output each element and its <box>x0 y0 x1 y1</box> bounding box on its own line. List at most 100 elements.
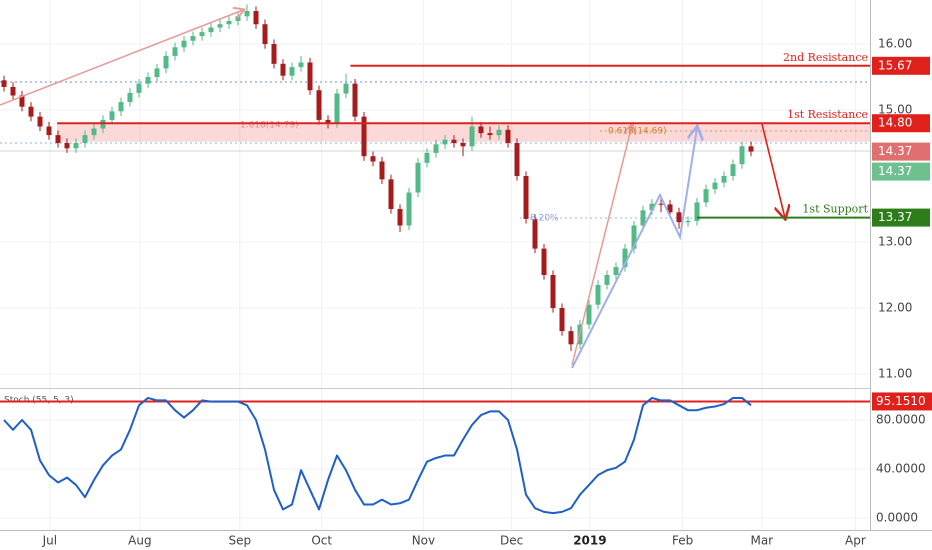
candle-body <box>397 209 403 226</box>
x-tick-label: Dec <box>500 534 523 548</box>
candle-body <box>685 220 691 223</box>
price-tag <box>872 114 930 133</box>
candle-body <box>262 24 268 45</box>
candle-body <box>622 248 628 268</box>
candle-body <box>289 67 295 76</box>
candle-body <box>658 203 664 205</box>
candle-body <box>523 176 529 219</box>
candle-body <box>379 161 385 180</box>
candle-body <box>712 182 718 190</box>
candles <box>1 4 754 351</box>
candle-body <box>469 126 475 147</box>
candle-body <box>478 126 484 134</box>
candle-body <box>433 144 439 153</box>
grid <box>0 0 870 530</box>
candle-body <box>1 80 7 87</box>
levels: 2nd Resistance 1st Resistance 1st Support <box>57 51 870 219</box>
candle-body <box>73 143 79 149</box>
y2-tick-label: 80.0000 <box>876 413 926 427</box>
candle-body <box>163 55 169 69</box>
candle-body <box>46 126 52 136</box>
fib-label: 1.618(14.79) <box>240 121 299 131</box>
candle-body <box>235 16 241 21</box>
x-tick-label: Sep <box>228 534 251 548</box>
candle-body <box>181 40 187 48</box>
candle-body <box>343 83 349 94</box>
candle-body <box>55 135 61 144</box>
level-label: 2nd Resistance <box>783 51 868 64</box>
candle-body <box>667 204 673 213</box>
candle-body <box>604 275 610 285</box>
y-tick-label: 12.00 <box>878 301 912 315</box>
candle-body <box>253 11 259 25</box>
candle-body <box>19 95 25 107</box>
price-tag-label: 14.37 <box>878 144 912 158</box>
candle-body <box>739 146 745 165</box>
resistance-zone <box>57 123 871 142</box>
candle-body <box>424 152 430 163</box>
y-tick-label: 15.00 <box>878 103 912 117</box>
price-tag <box>872 56 930 75</box>
y2-tick-label: 40.0000 <box>876 462 926 476</box>
candle-body <box>244 11 250 17</box>
candle-body <box>10 86 16 96</box>
candle-body <box>586 304 592 325</box>
candle-body <box>649 203 655 211</box>
price-axis-bg <box>870 0 932 550</box>
x-tick-label: Nov <box>412 534 435 548</box>
candle-body <box>172 47 178 56</box>
candle-body <box>118 102 124 112</box>
candle-body <box>226 20 232 25</box>
candle-body <box>496 129 502 136</box>
candle-body <box>82 135 88 144</box>
price-tag-label: 13.37 <box>878 210 912 224</box>
candle-body <box>703 189 709 203</box>
candle-body <box>568 331 574 345</box>
fib-label: 8.20% <box>530 214 559 224</box>
candle-body <box>199 32 205 37</box>
price-tag-label: 14.80 <box>878 116 912 130</box>
x-tick-label: 2019 <box>573 534 606 548</box>
candle-body <box>208 27 214 33</box>
x-tick-label: Oct <box>311 534 332 548</box>
candle-body <box>631 225 637 249</box>
candle-body <box>325 119 331 124</box>
candle-body <box>550 275 556 309</box>
candle-body <box>298 62 304 68</box>
candle-body <box>307 62 313 91</box>
candle-body <box>361 116 367 157</box>
fib-label: 0.618(14.69) <box>608 127 667 137</box>
x-tick-label: Jul <box>42 534 57 548</box>
candle-body <box>217 24 223 28</box>
pattern-arrow <box>571 125 632 366</box>
candle-body <box>190 36 196 41</box>
candle-body <box>28 106 34 117</box>
candle-body <box>64 143 70 149</box>
candle-body <box>145 77 151 84</box>
pattern-arrow <box>0 10 243 106</box>
stoch-line <box>3 396 752 515</box>
candle-body <box>388 179 394 210</box>
forecast-arrow <box>761 123 785 218</box>
level-label: 1st Resistance <box>787 108 868 121</box>
candle-body <box>136 83 142 93</box>
y-tick-label: 16.00 <box>878 37 912 51</box>
y2-tick-label: 0.0000 <box>876 510 918 524</box>
candle-body <box>271 44 277 64</box>
price-tag <box>872 392 932 411</box>
level-label: 1st Support <box>802 203 868 216</box>
candle-body <box>406 192 412 226</box>
candle-body <box>730 164 736 177</box>
candle-body <box>559 308 565 332</box>
price-tag <box>872 162 930 181</box>
candle-body <box>334 93 340 124</box>
price-tag-label: 95.1510 <box>876 394 926 408</box>
candle-body <box>613 267 619 276</box>
candle-body <box>541 248 547 276</box>
candle-body <box>280 63 286 76</box>
price-tag-label: 15.67 <box>878 58 912 72</box>
price-tag <box>872 208 930 227</box>
candle-body <box>487 133 493 136</box>
candle-body <box>370 156 376 162</box>
